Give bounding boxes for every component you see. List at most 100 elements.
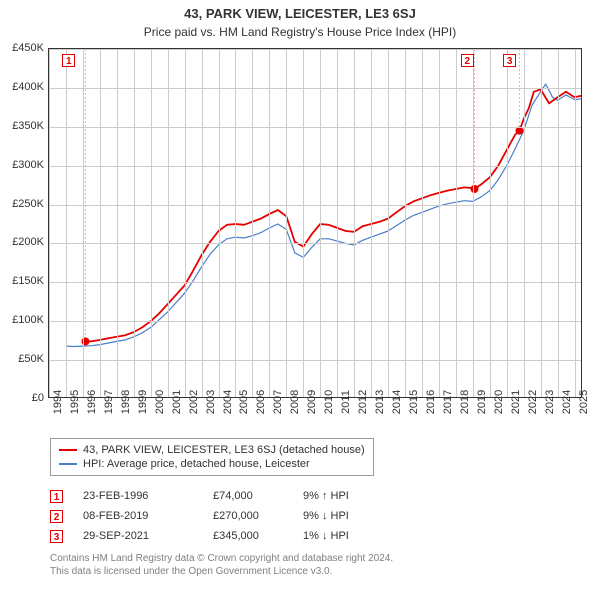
event-date: 23-FEB-1996	[83, 490, 213, 502]
marker-badge: 3	[503, 54, 516, 67]
grid-line	[575, 49, 576, 397]
event-row: 2 08-FEB-2019 £270,000 9% ↓ HPI	[50, 506, 423, 526]
x-axis-label: 2004	[222, 390, 234, 414]
grid-line	[49, 282, 581, 283]
y-axis-label: £0	[32, 392, 44, 404]
x-axis-label: 2007	[272, 390, 284, 414]
x-axis-label: 2009	[306, 390, 318, 414]
event-price: £270,000	[213, 510, 303, 522]
event-delta: 9% ↑ HPI	[303, 490, 423, 502]
grid-line	[371, 49, 372, 397]
x-axis-label: 2002	[188, 390, 200, 414]
event-price: £345,000	[213, 530, 303, 542]
event-price: £74,000	[213, 490, 303, 502]
y-axis-label: £300K	[12, 159, 44, 171]
grid-line	[507, 49, 508, 397]
x-axis-label: 2000	[154, 390, 166, 414]
grid-line	[286, 49, 287, 397]
grid-line	[269, 49, 270, 397]
x-axis-label: 2020	[493, 390, 505, 414]
legend-item: HPI: Average price, detached house, Leic…	[59, 457, 365, 471]
x-axis-label: 2022	[527, 390, 539, 414]
grid-line	[49, 88, 581, 89]
x-axis-label: 2011	[340, 390, 352, 414]
grid-line	[320, 49, 321, 397]
x-axis-label: 1997	[103, 390, 115, 414]
y-axis-label: £250K	[12, 198, 44, 210]
grid-line	[439, 49, 440, 397]
marker-badge: 2	[461, 54, 474, 67]
x-axis-label: 2013	[374, 390, 386, 414]
legend-label: HPI: Average price, detached house, Leic…	[83, 458, 310, 470]
chart-container: 43, PARK VIEW, LEICESTER, LE3 6SJ Price …	[0, 0, 600, 590]
x-axis-label: 1996	[86, 390, 98, 414]
y-axis-label: £200K	[12, 236, 44, 248]
grid-line	[49, 49, 50, 397]
attribution-line: This data is licensed under the Open Gov…	[50, 565, 393, 578]
event-date: 08-FEB-2019	[83, 510, 213, 522]
grid-line	[49, 321, 581, 322]
x-axis-label: 2005	[238, 390, 250, 414]
event-date: 29-SEP-2021	[83, 530, 213, 542]
grid-line	[49, 49, 581, 50]
grid-line	[66, 49, 67, 397]
grid-line	[303, 49, 304, 397]
plot-svg	[49, 49, 581, 397]
event-table: 1 23-FEB-1996 £74,000 9% ↑ HPI 2 08-FEB-…	[50, 486, 423, 546]
x-axis-label: 2015	[408, 390, 420, 414]
legend-item: 43, PARK VIEW, LEICESTER, LE3 6SJ (detac…	[59, 443, 365, 457]
y-axis-label: £400K	[12, 81, 44, 93]
grid-line	[83, 49, 84, 397]
grid-line	[337, 49, 338, 397]
grid-line	[49, 166, 581, 167]
grid-line	[168, 49, 169, 397]
grid-line	[473, 49, 474, 397]
x-axis-label: 2006	[255, 390, 267, 414]
grid-line	[100, 49, 101, 397]
x-axis-label: 2019	[476, 390, 488, 414]
legend: 43, PARK VIEW, LEICESTER, LE3 6SJ (detac…	[50, 438, 374, 476]
grid-line	[49, 360, 581, 361]
grid-line	[49, 127, 581, 128]
grid-line	[151, 49, 152, 397]
plot-area	[48, 48, 582, 398]
grid-line	[252, 49, 253, 397]
grid-line	[524, 49, 525, 397]
legend-swatch	[59, 463, 77, 465]
y-axis-label: £450K	[12, 42, 44, 54]
event-delta: 1% ↓ HPI	[303, 530, 423, 542]
y-axis-label: £350K	[12, 120, 44, 132]
y-axis-label: £150K	[12, 275, 44, 287]
grid-line	[456, 49, 457, 397]
x-axis-label: 2018	[459, 390, 471, 414]
legend-label: 43, PARK VIEW, LEICESTER, LE3 6SJ (detac…	[83, 444, 365, 456]
x-axis-label: 2010	[323, 390, 335, 414]
x-axis-label: 2012	[357, 390, 369, 414]
marker-dot	[515, 127, 523, 135]
y-axis-label: £50K	[18, 353, 44, 365]
x-axis-label: 1998	[120, 390, 132, 414]
x-axis-label: 2025	[578, 390, 590, 414]
marker-dot	[471, 185, 479, 193]
grid-line	[49, 205, 581, 206]
grid-line	[219, 49, 220, 397]
x-axis-label: 2014	[391, 390, 403, 414]
grid-line	[558, 49, 559, 397]
event-delta: 9% ↓ HPI	[303, 510, 423, 522]
grid-line	[202, 49, 203, 397]
x-axis-label: 1994	[52, 390, 64, 414]
chart-subtitle: Price paid vs. HM Land Registry's House …	[0, 21, 600, 43]
grid-line	[541, 49, 542, 397]
series-line	[66, 84, 581, 347]
grid-line	[354, 49, 355, 397]
x-axis-label: 2008	[289, 390, 301, 414]
event-badge: 2	[50, 510, 63, 523]
x-axis-label: 1995	[69, 390, 81, 414]
y-axis-label: £100K	[12, 314, 44, 326]
chart-title: 43, PARK VIEW, LEICESTER, LE3 6SJ	[0, 0, 600, 21]
event-row: 1 23-FEB-1996 £74,000 9% ↑ HPI	[50, 486, 423, 506]
grid-line	[490, 49, 491, 397]
marker-badge: 1	[62, 54, 75, 67]
x-axis-label: 2003	[205, 390, 217, 414]
grid-line	[49, 243, 581, 244]
